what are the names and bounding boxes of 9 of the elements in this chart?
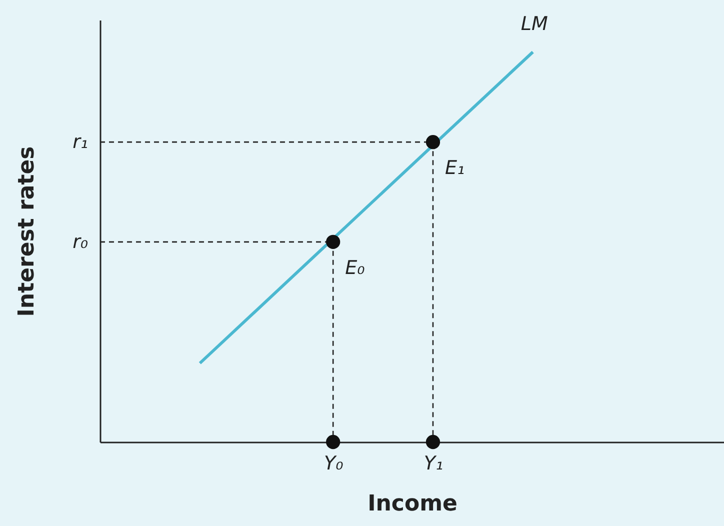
text: r₀ (72, 230, 88, 253)
x-axis-title: Income (368, 492, 458, 516)
y-axis-title: Interest rates (14, 146, 40, 317)
annotation: E₁ (444, 157, 465, 180)
x-tick-label: Y₀ (324, 452, 344, 474)
annotation: E₀ (345, 256, 366, 279)
text: LM (520, 12, 548, 35)
text: r₁ (72, 131, 88, 154)
x-tick-label: Y₁ (424, 452, 444, 474)
